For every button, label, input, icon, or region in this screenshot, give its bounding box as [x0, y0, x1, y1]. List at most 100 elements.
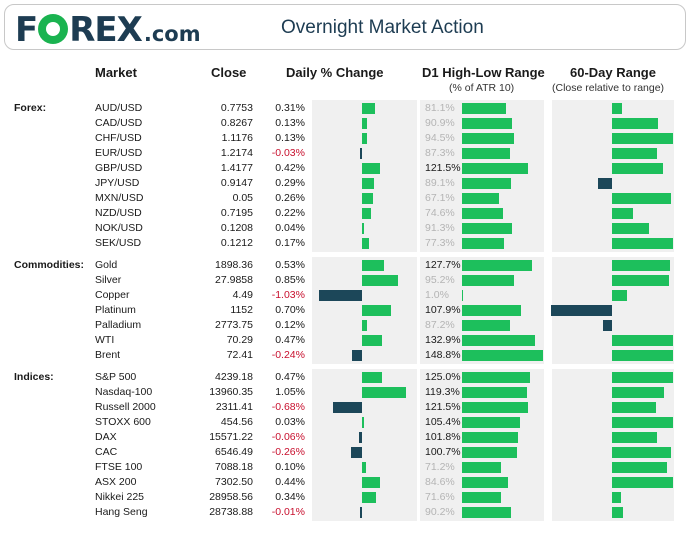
close-value: 15571.22 — [209, 431, 253, 443]
close-value: 0.9147 — [220, 177, 253, 189]
close-value: 1.4177 — [220, 162, 253, 174]
range60-bar — [597, 178, 612, 189]
daily-change-bar — [318, 290, 362, 301]
change-value: 0.13% — [275, 132, 305, 144]
close-value: 13960.35 — [209, 386, 253, 398]
d1-range-bar — [462, 447, 518, 458]
daily-change-bar — [362, 193, 373, 204]
col-market: Market — [95, 65, 137, 80]
d1-range-bar — [462, 148, 510, 159]
daily-change-bar — [351, 447, 362, 458]
daily-change-bar — [362, 335, 382, 346]
daily-change-bar — [360, 148, 362, 159]
range60-bar — [612, 148, 657, 159]
d1-range-value: 71.6% — [425, 491, 455, 503]
change-value: 0.22% — [275, 207, 305, 219]
d1-range-value: 91.3% — [425, 222, 455, 234]
market-name: Nikkei 225 — [95, 491, 145, 503]
change-value: 1.05% — [275, 386, 305, 398]
section-label: Forex: — [14, 102, 47, 114]
change-value: 0.47% — [275, 371, 305, 383]
d1-range-value: 101.8% — [425, 431, 461, 443]
market-name: NOK/USD — [95, 222, 143, 234]
close-value: 27.9858 — [215, 274, 253, 286]
range60-bar — [612, 103, 623, 114]
daily-change-bar — [362, 208, 372, 219]
close-value: 4239.18 — [215, 371, 253, 383]
close-value: 1152 — [230, 304, 253, 316]
market-name: Gold — [95, 259, 118, 271]
market-name: ASX 200 — [95, 476, 137, 488]
d1-range-bar — [462, 417, 520, 428]
daily-change-bar — [351, 350, 362, 361]
change-value: 0.31% — [275, 102, 305, 114]
change-value: -0.68% — [271, 401, 305, 413]
market-name: Silver — [95, 274, 122, 286]
d1-range-bar — [462, 462, 501, 473]
d1-range-value: 95.2% — [425, 274, 455, 286]
change-value: -1.03% — [271, 289, 305, 301]
d1-range-bar — [462, 477, 509, 488]
market-name: Platinum — [95, 304, 136, 316]
close-value: 7088.18 — [215, 461, 253, 473]
logo-o-icon — [38, 14, 69, 44]
daily-change-bar — [362, 238, 370, 249]
change-value: 0.47% — [275, 334, 305, 346]
daily-change-bar — [362, 417, 364, 428]
change-value: -0.26% — [271, 446, 305, 458]
market-name: CAD/USD — [95, 117, 143, 129]
market-name: WTI — [95, 334, 115, 346]
d1-range-value: 90.9% — [425, 117, 455, 129]
close-value: 0.1208 — [220, 222, 253, 234]
d1-range-bar — [462, 260, 532, 271]
close-value: 28738.88 — [209, 506, 253, 518]
col-60day-range: 60-Day Range — [570, 65, 656, 80]
close-value: 0.1212 — [220, 237, 253, 249]
change-value: 0.10% — [275, 461, 305, 473]
forex-logo: F REX.com — [15, 10, 201, 50]
market-name: Copper — [95, 289, 130, 301]
daily-change-bar — [362, 260, 385, 271]
d1-range-bar — [462, 290, 463, 301]
change-value: 0.42% — [275, 162, 305, 174]
market-name: CAC — [95, 446, 118, 458]
d1-range-bar — [462, 178, 511, 189]
col-d1-range: D1 High-Low Range — [422, 65, 545, 80]
range60-bar — [612, 163, 663, 174]
d1-range-bar — [462, 238, 505, 249]
market-name: Russell 2000 — [95, 401, 156, 413]
d1-range-bar — [462, 335, 535, 346]
close-value: 0.7195 — [220, 207, 253, 219]
market-name: FTSE 100 — [95, 461, 143, 473]
d1-range-value: 89.1% — [425, 177, 455, 189]
daily-change-bar — [333, 402, 362, 413]
d1-range-value: 84.6% — [425, 476, 455, 488]
d1-range-bar — [462, 305, 521, 316]
range60-bar — [612, 350, 673, 361]
close-value: 0.8267 — [220, 117, 253, 129]
daily-change-bar — [362, 163, 380, 174]
range60-bar — [612, 118, 658, 129]
close-value: 4.49 — [232, 289, 253, 301]
daily-change-bar — [360, 507, 362, 518]
d1-range-bar — [462, 118, 512, 129]
change-value: 0.44% — [275, 476, 305, 488]
d1-range-bar — [462, 402, 529, 413]
change-value: 0.17% — [275, 237, 305, 249]
close-value: 70.29 — [226, 334, 253, 346]
d1-range-value: 148.8% — [425, 349, 461, 361]
range60-bar — [612, 432, 657, 443]
d1-range-value: 90.2% — [425, 506, 455, 518]
range60-bar — [612, 477, 673, 488]
d1-range-bar — [462, 350, 544, 361]
close-value: 2773.75 — [215, 319, 253, 331]
d1-range-value: 127.7% — [425, 259, 461, 271]
d1-range-bar — [462, 133, 514, 144]
range60-bar — [612, 447, 672, 458]
daily-change-bar — [362, 477, 381, 488]
range60-bar — [612, 193, 672, 204]
col-60day-range-sub: (Close relative to range) — [552, 82, 665, 94]
change-value: 0.29% — [275, 177, 305, 189]
col-daily-change: Daily % Change — [286, 65, 384, 80]
change-value: 0.12% — [275, 319, 305, 331]
